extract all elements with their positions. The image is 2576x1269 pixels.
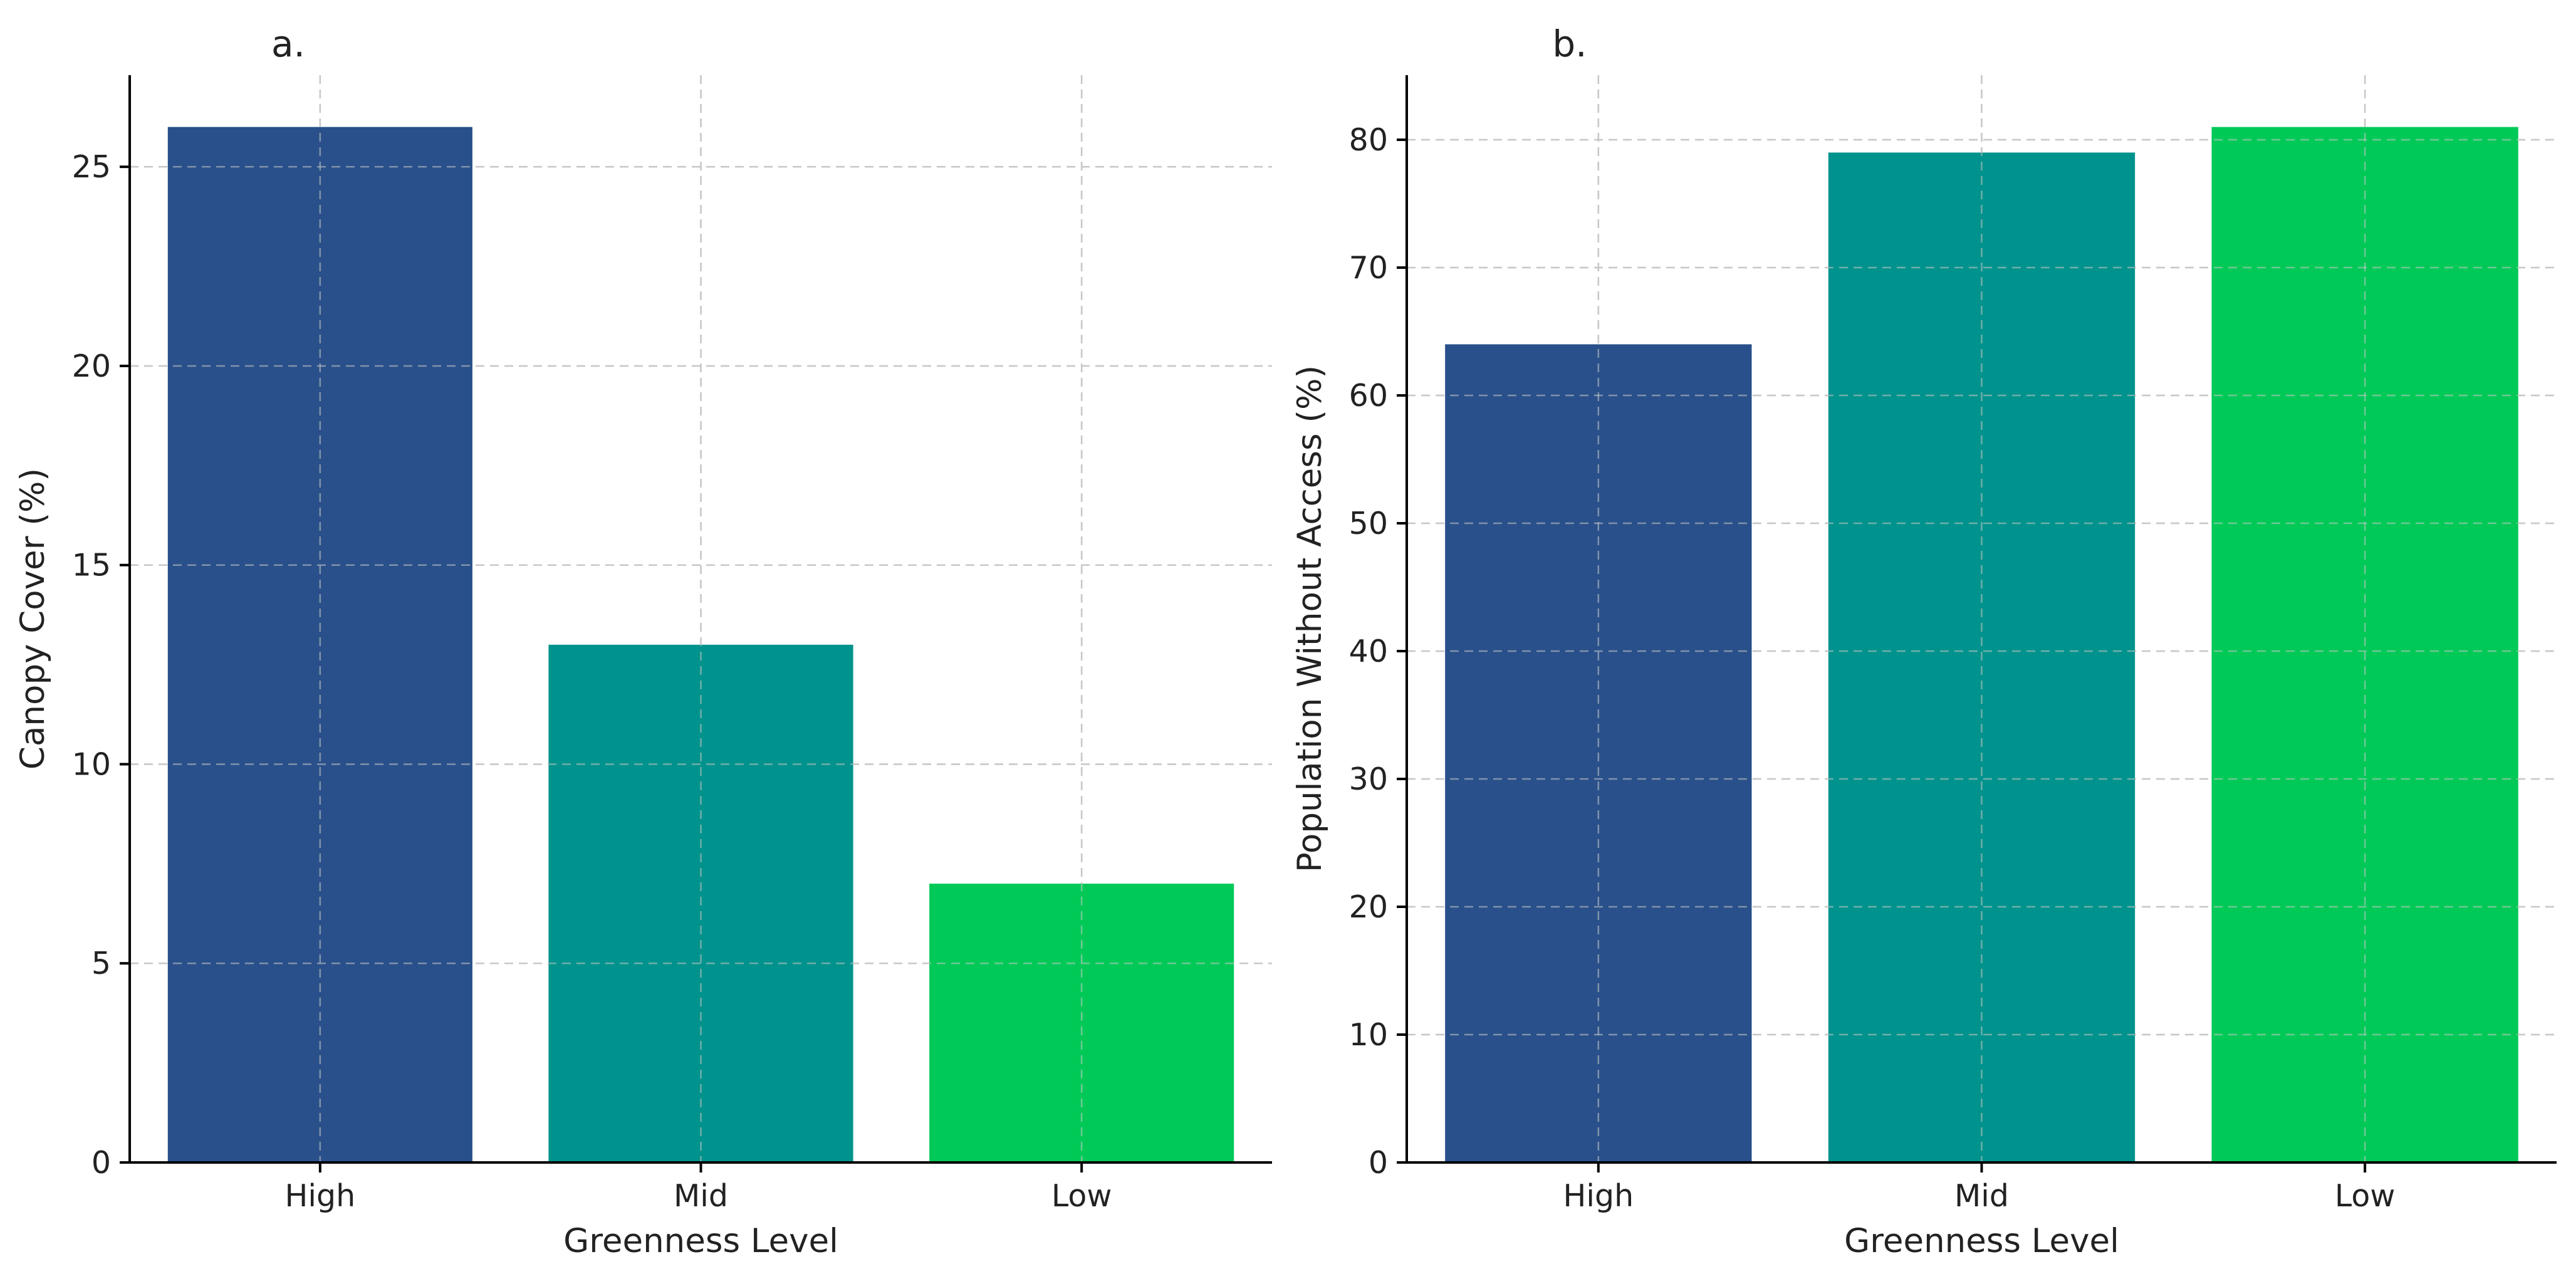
- panel-b-y-tick-label-40: 40: [1349, 634, 1388, 669]
- panel-b-population-without-access: 0 10 20 30 40 50 60 70 80 High Mid Low Greenness Lev…: [1291, 23, 2557, 1260]
- panel-b-title: b.: [1552, 23, 1587, 65]
- panel-b-y-tick-label-70: 70: [1349, 250, 1388, 286]
- panel-a-title: a.: [271, 23, 305, 65]
- panel-b-x-tick-label-high: High: [1563, 1178, 1634, 1214]
- panel-a-y-tick-label-0: 0: [91, 1145, 111, 1181]
- panel-b-y-tick-label-80: 80: [1349, 122, 1388, 158]
- panel-b-y-tick-label-30: 30: [1349, 761, 1388, 797]
- panel-a-y-tick-label-10: 10: [72, 746, 111, 782]
- panel-b-y-axis-label: Population Without Access (%): [1291, 365, 1329, 872]
- panel-b-y-tick-label-10: 10: [1349, 1017, 1388, 1053]
- panel-a-y-tick-label-15: 15: [72, 548, 111, 583]
- panel-a-x-tick-label-mid: Mid: [674, 1178, 728, 1214]
- panel-b-y-tick-label-20: 20: [1349, 889, 1388, 925]
- panel-a-canopy-cover: 0 5 10 15 20 25 High Mid Low Greenness Level Canop…: [14, 23, 1272, 1260]
- panel-b-x-tick-label-mid: Mid: [1954, 1178, 2009, 1214]
- panel-b-y-tick-label-60: 60: [1349, 378, 1388, 414]
- panel-a-y-tick-label-25: 25: [72, 149, 111, 185]
- panel-b-y-tick-label-50: 50: [1349, 506, 1388, 541]
- panel-b-x-axis-label: Greenness Level: [1844, 1222, 2119, 1260]
- panel-a-x-axis-label: Greenness Level: [563, 1222, 838, 1260]
- panel-a-x-tick-label-high: High: [285, 1178, 356, 1214]
- panel-b-y-tick-label-0: 0: [1369, 1145, 1388, 1181]
- panel-a-y-tick-label-20: 20: [72, 348, 111, 384]
- panel-a-x-tick-label-low: Low: [1051, 1178, 1112, 1214]
- panel-a-y-axis-label: Canopy Cover (%): [14, 468, 52, 770]
- panel-b-x-tick-label-low: Low: [2335, 1178, 2396, 1214]
- panel-a-y-tick-label-5: 5: [91, 946, 111, 981]
